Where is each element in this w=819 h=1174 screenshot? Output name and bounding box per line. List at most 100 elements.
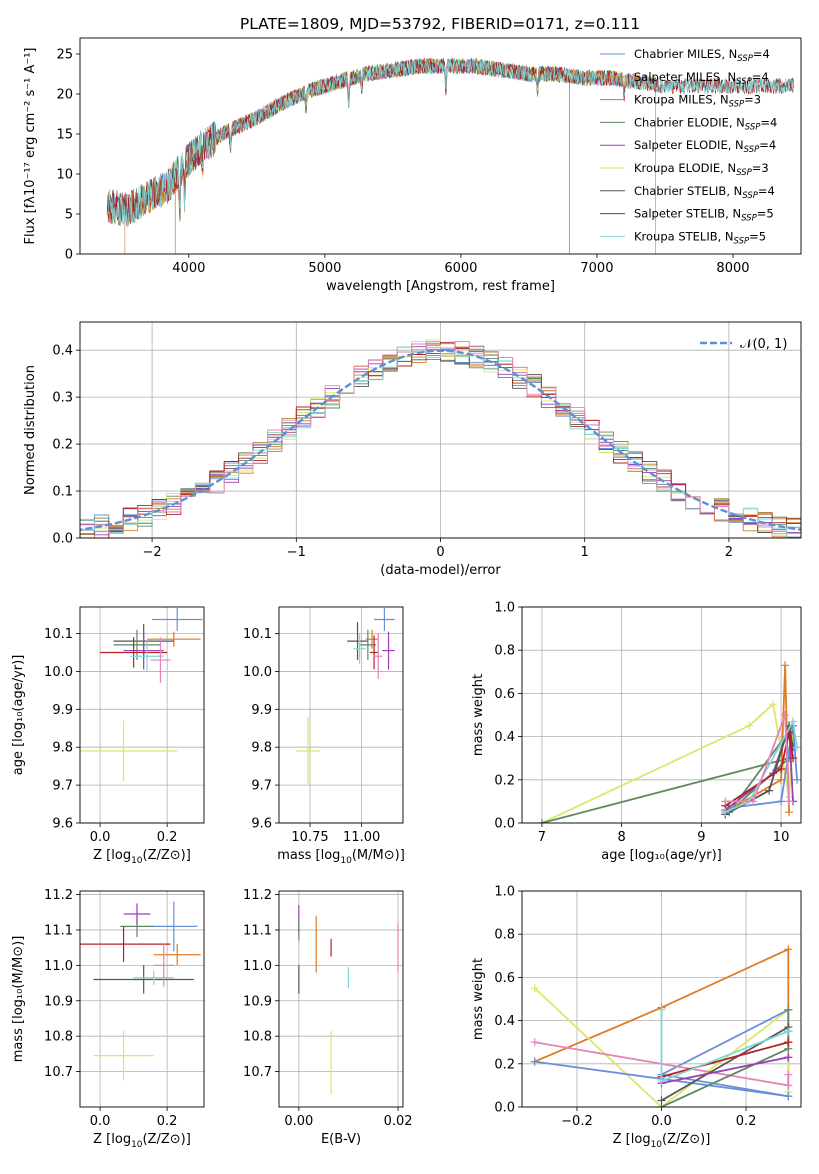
- weight-marker: [789, 717, 798, 726]
- x-tick-label: 2: [725, 545, 733, 560]
- error-bar-point: [123, 903, 151, 925]
- y-tick-label: 0.4: [494, 1014, 515, 1029]
- error-bar-point: [295, 716, 321, 786]
- weight-marker: [784, 1092, 793, 1101]
- y-tick-label: 0.2: [494, 1057, 515, 1072]
- axes-frame: [79, 37, 802, 255]
- x-axis-label-sub: 10: [651, 1140, 663, 1150]
- x-tick-label: 5000: [308, 261, 341, 276]
- legend-entry-main: Kroupa STELIB, N: [634, 229, 734, 243]
- legend-entry-end: =5: [757, 207, 774, 221]
- weight-series-7: [661, 1056, 789, 1085]
- x-axis-label: Z [log10(Z/Z⊙)]: [93, 1132, 191, 1150]
- x-axis-label-sub: 10: [131, 1140, 143, 1150]
- x-axis-label: (data-model)/error: [380, 563, 501, 578]
- x-tick-label: 0.0: [651, 1114, 672, 1129]
- legend-entry-sub: SSP: [729, 100, 745, 110]
- spectrum-legend: Chabrier MILES, NSSP=4 Salpeter MILES, NS…: [600, 47, 777, 246]
- legend-entry: Salpeter MILES, NSSP=4: [634, 70, 769, 87]
- axes-frame: [79, 890, 205, 1108]
- error-bar-point: [153, 944, 201, 966]
- y-tick-label: 10.9: [44, 994, 73, 1009]
- axes-residuals: −2 −1 0 1 2 0.0 0.1 0.2 0.3 0.4 (data-model)/error…: [23, 321, 802, 578]
- error-bar-point: [152, 608, 203, 631]
- weight-series-6: [724, 732, 794, 807]
- legend-entry: Chabrier MILES, NSSP=4: [634, 47, 770, 64]
- y-tick-label: 0.8: [494, 644, 515, 659]
- y-tick-label: 0.6: [494, 971, 515, 986]
- spectrum-series-3: [174, 57, 570, 254]
- plot-area-spectrum: [106, 57, 795, 254]
- y-tick-label: 9.9: [251, 703, 272, 718]
- legend-entry-end: =4: [758, 184, 775, 198]
- weight-marker: [781, 661, 790, 670]
- x-axis-label: age [log₁₀(age/yr)]: [601, 848, 722, 863]
- y-tick-label: 1.0: [494, 601, 515, 616]
- legend-entry-sub: SSP: [734, 236, 750, 246]
- weight-marker: [781, 711, 790, 719]
- y-tick-label: 10.8: [44, 1030, 73, 1045]
- y-tick-label: 9.7: [251, 779, 272, 794]
- weight-marker: [537, 819, 546, 823]
- x-axis-label-main: Z [log: [613, 1132, 651, 1147]
- x-tick-label: 9: [697, 830, 705, 845]
- weight-marker: [765, 786, 774, 795]
- plot-area-mass_vs_Z: [80, 901, 201, 1081]
- legend-entry-sub: SSP: [742, 191, 758, 201]
- y-tick-label: 0.2: [494, 773, 515, 788]
- x-tick-label: 8000: [716, 261, 749, 276]
- y-axis-label: mass weight: [471, 674, 486, 756]
- x-axis-label-sub: 10: [340, 856, 352, 866]
- y-tick-label: 0.8: [494, 928, 515, 943]
- error-bar-point: [123, 631, 164, 670]
- weight-marker: [789, 754, 798, 763]
- plot-area-weight_vs_Z: [530, 945, 793, 1107]
- weight-marker: [777, 797, 786, 806]
- weight-marker: [530, 1038, 539, 1047]
- x-axis-label: Z [log10(Z/Z⊙)]: [613, 1132, 711, 1150]
- axes-spectrum: 4000 5000 6000 7000 8000 0 5 10 15 20 25 wavelength…: [23, 37, 802, 294]
- weight-series-6: [661, 1041, 789, 1078]
- legend-entry-sub: SSP: [744, 145, 760, 155]
- weight-marker: [769, 700, 778, 709]
- x-tick-label: 0.00: [284, 1114, 313, 1129]
- axes-frame: [521, 890, 802, 1108]
- weight-marker: [784, 1005, 793, 1014]
- y-tick-label: 15: [56, 128, 73, 143]
- y-tick-label: 0.2: [52, 438, 73, 453]
- error-bar-point: [150, 901, 198, 952]
- weight-marker: [785, 797, 794, 806]
- x-tick-label: 0.0: [90, 830, 111, 845]
- y-tick-label: 9.6: [251, 817, 272, 832]
- legend-entry-main: Chabrier STELIB, N: [634, 184, 742, 198]
- y-tick-label: 11.1: [243, 923, 272, 938]
- legend-entry-end: =4: [753, 47, 770, 61]
- y-axis-label: age [log₁₀(age/yr)]: [11, 655, 26, 776]
- error-bar-point: [100, 637, 168, 668]
- y-axis-label: mass weight: [471, 958, 486, 1040]
- legend-entry: Chabrier STELIB, NSSP=4: [634, 184, 775, 201]
- y-tick-label: 0.1: [52, 485, 73, 500]
- x-axis-label-end: (Z/Z⊙)]: [143, 848, 191, 863]
- y-tick-label: 10.1: [243, 627, 272, 642]
- spectrum-series-4: [174, 57, 570, 254]
- legend-entry-end: =3: [752, 161, 769, 175]
- axes-weight_vs_age: 7 8 9 10 0.0 0.2 0.4 0.6 0.8 1.0 age [log₁₀(age/yr…: [471, 601, 802, 863]
- weight-marker: [784, 1070, 793, 1079]
- legend-entry-end: =4: [752, 70, 769, 84]
- error-bar-point: [133, 970, 174, 985]
- x-axis-label-end: (Z/Z⊙)]: [662, 1132, 710, 1147]
- x-tick-label: −2: [143, 545, 162, 560]
- x-tick-label: 0: [436, 545, 444, 560]
- legend-entry-sub: SSP: [737, 54, 753, 64]
- y-axis-label: Flux [fλ10⁻¹⁷ erg cm⁻² s⁻¹ A⁻¹]: [23, 48, 38, 245]
- legend-entry-main: Chabrier ELODIE, N: [634, 115, 745, 129]
- legend-entry-end: =5: [749, 229, 766, 243]
- y-tick-label: 11.2: [44, 888, 73, 903]
- error-bar-point: [130, 641, 164, 672]
- error-bar-point: [359, 629, 377, 661]
- y-tick-label: 0.4: [494, 730, 515, 745]
- axes-frame: [79, 321, 802, 539]
- error-bar-point: [382, 631, 395, 670]
- weight-marker: [784, 1053, 793, 1062]
